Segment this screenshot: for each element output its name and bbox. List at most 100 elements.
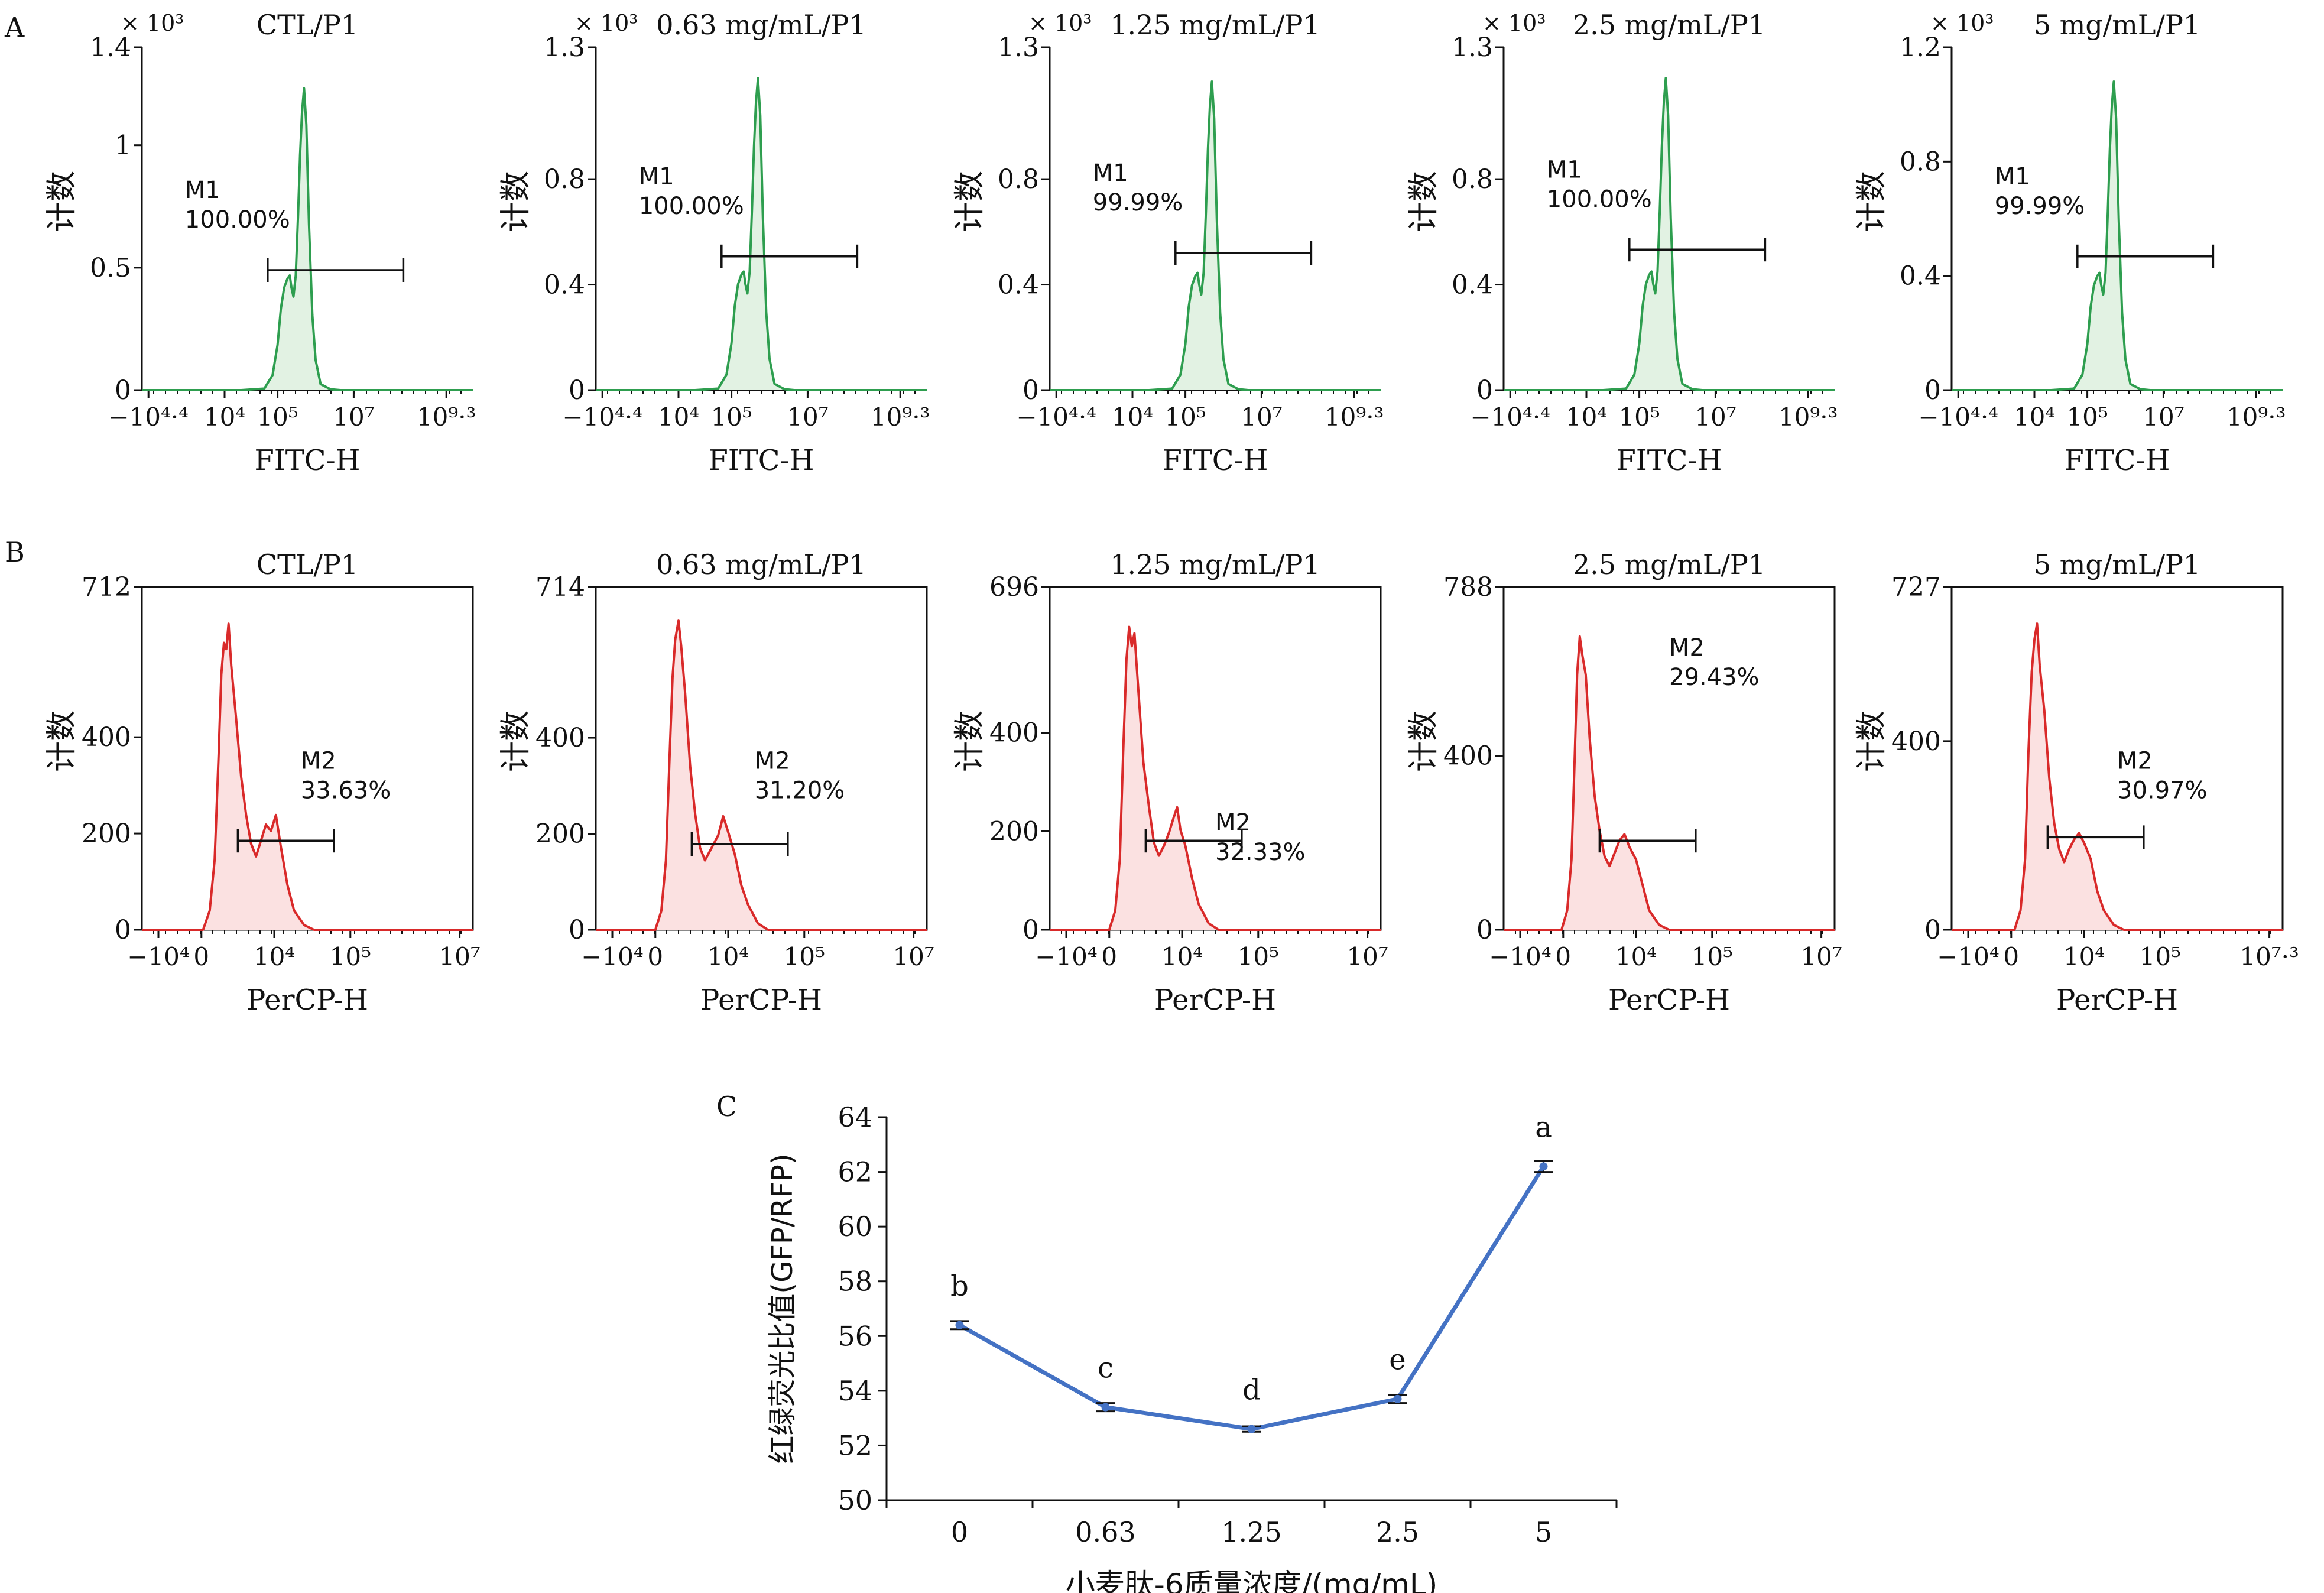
data-point <box>955 1321 964 1329</box>
x-tick-label: 10⁹·³ <box>871 403 930 431</box>
x-tick-label: 10⁴ <box>2014 403 2055 431</box>
y-axis-label: 计数 <box>498 710 534 772</box>
gate-percent-label: 100.00% <box>185 206 290 233</box>
y-tick-label: 200 <box>989 816 1039 846</box>
y-tick-label: 400 <box>535 723 585 753</box>
x-tick-label: 10⁹·³ <box>1778 403 1838 431</box>
gate-name-label: M1 <box>1547 156 1582 183</box>
x-axis-label: PerCP-H <box>246 984 368 1017</box>
x-tick-label: 0 <box>2003 942 2019 971</box>
y-tick-label: 0 <box>569 375 585 405</box>
y-axis-label: 计数 <box>1406 171 1442 232</box>
y-tick-label: 60 <box>838 1211 872 1242</box>
histogram-fill <box>1952 82 2283 390</box>
data-point <box>1393 1394 1402 1403</box>
x-tick-label: 10⁵ <box>784 942 825 971</box>
x-tick-label: −10⁴ <box>1035 942 1097 971</box>
y-multiplier-label: × 10³ <box>1482 10 1546 36</box>
y-tick-label: 0.8 <box>544 164 585 194</box>
y-tick-label: 1.3 <box>1452 33 1493 63</box>
panel-title: 0.63 mg/mL/P1 <box>656 9 866 41</box>
x-tick-label: 10⁵ <box>1238 942 1279 971</box>
x-tick-label: 10⁷ <box>2143 403 2184 431</box>
x-tick-label: 10⁵ <box>1692 942 1733 971</box>
gate-name-label: M1 <box>185 177 220 204</box>
y-axis-label: 计数 <box>44 171 80 232</box>
y-tick-label: 0.4 <box>998 270 1039 300</box>
x-tick-label: −10⁴ <box>1489 942 1551 971</box>
x-tick-label: 10⁷ <box>787 403 828 431</box>
y-tick-label: 0.4 <box>1452 270 1493 300</box>
gate-name-label: M2 <box>755 747 790 774</box>
panel-title: 1.25 mg/mL/P1 <box>1110 549 1320 580</box>
y-tick-label: 200 <box>82 819 131 849</box>
x-axis-label: FITC-H <box>1162 444 1268 477</box>
x-tick-label: 10⁵ <box>1164 403 1206 431</box>
y-tick-label: 58 <box>838 1266 872 1297</box>
y-tick-label: 0 <box>569 915 585 945</box>
x-tick-label: 2.5 <box>1376 1516 1419 1548</box>
y-tick-label: 1.3 <box>998 33 1039 63</box>
y-axis-label: 计数 <box>1854 710 1890 772</box>
x-tick-label: 0.63 <box>1075 1516 1135 1548</box>
x-tick-label: 10⁷ <box>1346 942 1388 971</box>
x-axis-label: FITC-H <box>2064 444 2170 477</box>
percp-histogram-panel: CTL/P1 0 200 400 712 计数 −10⁴ 0 10⁴ 10⁵ 10⁷ PerCP-H M… <box>44 549 481 1017</box>
y-tick-label: 712 <box>82 572 131 602</box>
gate-percent-label: 29.43% <box>1669 664 1760 691</box>
y-tick-label: 50 <box>838 1484 872 1516</box>
x-tick-label: 0 <box>193 942 209 971</box>
panel-label-c: C <box>716 1091 737 1122</box>
gate-name-label: M1 <box>1995 163 2030 190</box>
y-tick-label: 400 <box>989 718 1039 748</box>
histogram-line <box>142 622 473 931</box>
histogram-line <box>1952 80 2283 391</box>
y-multiplier-label: × 10³ <box>121 10 184 36</box>
x-axis-label: PerCP-H <box>1608 984 1730 1017</box>
panel-title: 5 mg/mL/P1 <box>2034 9 2200 41</box>
x-tick-label: 10⁴ <box>707 942 749 971</box>
y-tick-label: 62 <box>838 1156 872 1188</box>
data-point <box>1247 1425 1256 1433</box>
gate-percent-label: 33.63% <box>301 777 391 804</box>
x-tick-label: 10⁵ <box>2140 942 2181 971</box>
x-axis-label: FITC-H <box>1616 444 1722 477</box>
y-tick-label: 1.4 <box>90 33 131 63</box>
y-tick-label: 0 <box>115 375 131 405</box>
x-axis-label: PerCP-H <box>2056 984 2178 1017</box>
x-tick-label: −10⁴ <box>1937 942 1999 971</box>
gate-name-label: M2 <box>301 747 336 774</box>
y-multiplier-label: × 10³ <box>574 10 638 36</box>
y-axis-label: 计数 <box>1406 710 1442 772</box>
histogram-fill <box>1050 82 1381 390</box>
gate-percent-label: 32.33% <box>1215 839 1306 866</box>
gate-percent-label: 99.99% <box>1995 193 2085 220</box>
x-tick-label: 0 <box>1101 942 1117 971</box>
histogram-fill <box>596 78 927 390</box>
x-tick-label: 10⁴ <box>658 403 699 431</box>
y-tick-label: 0.8 <box>1452 164 1493 194</box>
y-multiplier-label: × 10³ <box>1028 10 1092 36</box>
y-tick-label: 1.3 <box>544 33 585 63</box>
histogram-fill <box>142 624 473 930</box>
x-tick-label: 10⁷ <box>1241 403 1282 431</box>
fitc-histogram-panel: 2.5 mg/mL/P1 × 10³ 0 0.4 0.8 1.3 计数 −10⁴·⁴ 10⁴ 10… <box>1406 9 1838 477</box>
y-tick-label: 788 <box>1443 572 1493 602</box>
x-tick-label: 10⁴ <box>1566 403 1607 431</box>
y-tick-label: 54 <box>838 1375 872 1407</box>
panel-label-b: B <box>5 536 25 568</box>
y-axis-label: 计数 <box>952 171 988 232</box>
x-tick-label: 10⁵ <box>710 403 752 431</box>
histogram-line <box>1504 77 1835 391</box>
gate-name-label: M1 <box>1093 160 1128 187</box>
y-tick-label: 0.8 <box>1900 147 1941 177</box>
y-axis-label: 红绿荧光比值(GFP/RFP) <box>766 1153 799 1464</box>
y-axis-label: 计数 <box>1854 171 1890 232</box>
y-tick-label: 0.4 <box>1900 261 1941 291</box>
data-point <box>1539 1162 1548 1171</box>
histogram-line <box>1050 625 1381 931</box>
panel-title: 5 mg/mL/P1 <box>2034 549 2200 580</box>
x-axis-label: 小麦肽-6质量浓度/(mg/mL) <box>1066 1568 1438 1593</box>
y-multiplier-label: × 10³ <box>1930 10 1994 36</box>
